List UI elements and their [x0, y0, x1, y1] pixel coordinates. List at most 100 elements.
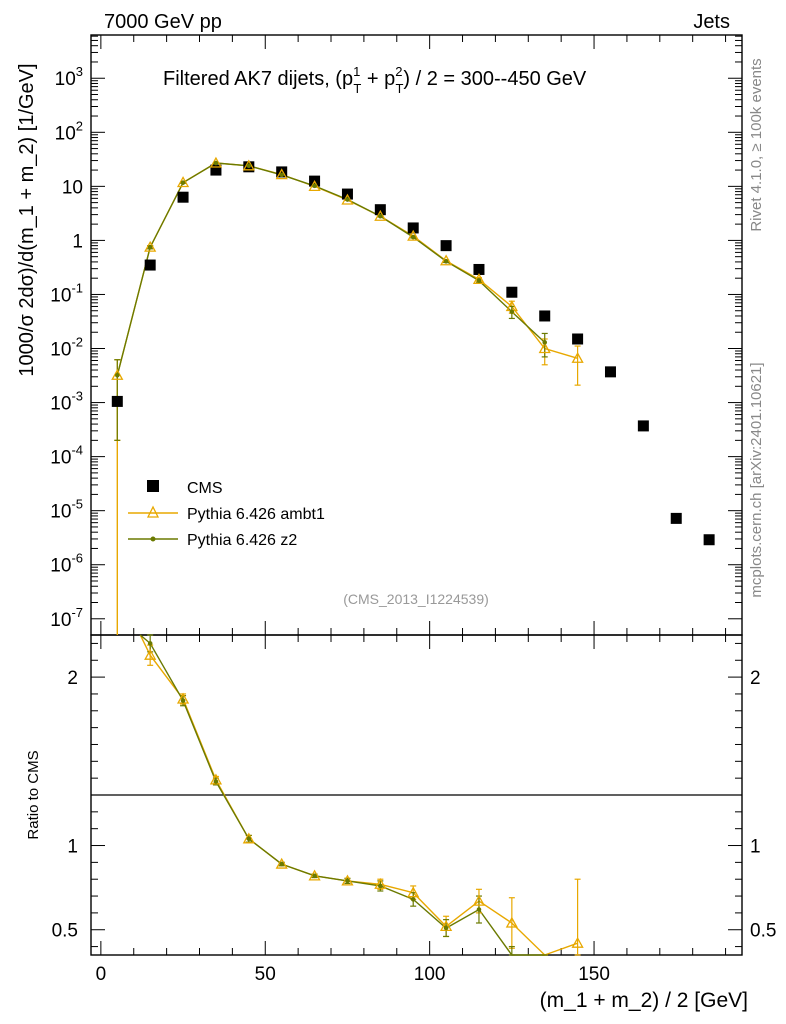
- ambt1-ratio-point: [275, 857, 288, 869]
- cms-data-point: [374, 204, 386, 216]
- z2-data-point: [312, 183, 317, 189]
- error-bars: [114, 162, 581, 956]
- z2-ratio-line: [139, 634, 545, 956]
- z2-ratio-point: [378, 883, 383, 889]
- z2-data-point: [345, 197, 350, 202]
- legend-cms-marker: [147, 480, 159, 492]
- z2-data-point: [378, 213, 383, 219]
- legend-z2-label: Pythia 6.426 z2: [187, 532, 297, 549]
- cms-data-point: [703, 534, 715, 546]
- ambt1-data-point: [242, 159, 255, 171]
- z2-data-point: [279, 172, 284, 178]
- x-tick-label: 150: [578, 964, 610, 985]
- ambt1-data-point: [472, 273, 486, 285]
- cms-data-point: [440, 240, 452, 252]
- ambt1-data-point: [571, 351, 584, 363]
- z2-ratio-point: [312, 873, 317, 879]
- cms-data-point: [111, 395, 123, 407]
- series-lines: [116, 162, 578, 956]
- analysis-id: (CMS_2013_I1224539): [343, 591, 489, 607]
- y-tick-label: 10-7: [50, 605, 83, 631]
- data-markers: [111, 156, 715, 948]
- header-category: Jets: [693, 11, 730, 33]
- z2-data-point: [443, 259, 449, 264]
- legend-cms-label: CMS: [187, 480, 223, 497]
- plot-title: Filtered AK7 dijets, (p1 T + p2 T) / 2 = 3…: [163, 64, 587, 96]
- z2-ratio-point: [213, 779, 219, 784]
- y-tick-label: 10-2: [50, 335, 83, 361]
- z2-ratio-point: [476, 907, 482, 912]
- z2-ratio-point: [246, 836, 252, 842]
- y-tick-label: 102: [55, 118, 83, 144]
- z2-series-line: [116, 162, 546, 376]
- ambt1-ratio-point: [341, 874, 354, 886]
- z2-data-point: [542, 340, 548, 345]
- ratio-tick-label-right: 1: [750, 837, 761, 858]
- cms-data-point: [604, 366, 616, 378]
- ambt1-ratio-point: [505, 916, 518, 928]
- ambt1-data-point: [374, 209, 387, 221]
- y-tick-label: 10: [62, 177, 83, 198]
- cms-data-point: [670, 512, 682, 524]
- legend-ambt1-marker: [146, 505, 160, 518]
- y-axis-label: 1000/σ 2dσ)/d(m_1 + m_2) [1/GeV]: [16, 63, 38, 376]
- ambt1-ratio-point: [407, 886, 420, 898]
- z2-ratio-point: [345, 878, 350, 884]
- ambt1-data-point: [275, 168, 288, 180]
- ratio-tick-label-right: 0.5: [750, 921, 776, 942]
- ambt1-data-point: [209, 156, 223, 168]
- header-process: 7000 GeV pp: [104, 11, 222, 33]
- ambt1-ratio-point: [209, 773, 223, 785]
- ambt1-ratio-point: [571, 936, 584, 948]
- z2-data-point: [147, 244, 153, 250]
- legend-z2-marker: [150, 536, 156, 542]
- ambt1-data-point: [407, 229, 420, 241]
- z2-data-point: [509, 309, 515, 314]
- cms-data-point: [210, 164, 222, 176]
- ratio-tick-label-left: 0.5: [52, 921, 78, 942]
- ambt1-ratio-point: [176, 692, 190, 704]
- ambt1-ratio-point: [439, 920, 453, 932]
- y-tick-label: 10-6: [50, 551, 83, 577]
- z2-ratio-point: [410, 897, 416, 902]
- cms-data-point: [144, 259, 156, 271]
- z2-data-point: [180, 180, 186, 185]
- z2-data-point: [410, 234, 416, 240]
- legend: CMS Pythia 6.426 ambt1 Pythia 6.426 z2: [128, 480, 325, 549]
- ambt1-data-point: [308, 180, 321, 192]
- ambt1-data-point: [144, 240, 157, 252]
- cms-data-point: [506, 286, 518, 298]
- ratio-tick-label-left: 2: [67, 668, 78, 689]
- ambt1-ratio-point: [242, 832, 255, 844]
- ambt1-series-line: [116, 162, 578, 635]
- legend-ambt1-label: Pythia 6.426 ambt1: [187, 506, 325, 523]
- ambt1-ratio-point: [472, 894, 486, 906]
- z2-ratio-point: [147, 641, 153, 646]
- cms-data-point: [276, 166, 288, 178]
- y-tick-label: 10-5: [50, 497, 83, 523]
- ambt1-data-point: [176, 176, 190, 188]
- y-tick-label: 10-3: [50, 389, 83, 415]
- mcplots-label: mcplots.cern.ch [arXiv:2401.10621]: [748, 362, 765, 597]
- axis-ticks: 0 50 100 15010310210110-110-210-310-410-510…: [50, 35, 776, 985]
- y-tick-label: 103: [55, 64, 83, 90]
- z2-data-point: [246, 163, 252, 169]
- ambt1-data-point: [341, 193, 354, 205]
- z2-ratio-point: [279, 861, 284, 867]
- rivet-version-label: Rivet 4.1.0, ≥ 100k events: [748, 58, 765, 231]
- z2-data-point: [476, 278, 482, 283]
- cms-data-point: [539, 310, 551, 322]
- y-tick-label: 10-4: [50, 443, 83, 469]
- x-tick-label: 0: [96, 964, 107, 985]
- y-tick-label: 10-1: [50, 280, 83, 306]
- ambt1-data-point: [111, 368, 124, 380]
- cms-data-point: [637, 420, 649, 432]
- ambt1-data-point: [538, 342, 551, 354]
- z2-data-point: [115, 372, 120, 378]
- cms-data-point: [473, 263, 485, 275]
- ratio-tick-label-right: 2: [750, 668, 761, 689]
- x-tick-label: 100: [414, 964, 446, 985]
- ratio-axis-label: Ratio to CMS: [25, 750, 42, 839]
- y-tick-label: 1: [72, 231, 83, 252]
